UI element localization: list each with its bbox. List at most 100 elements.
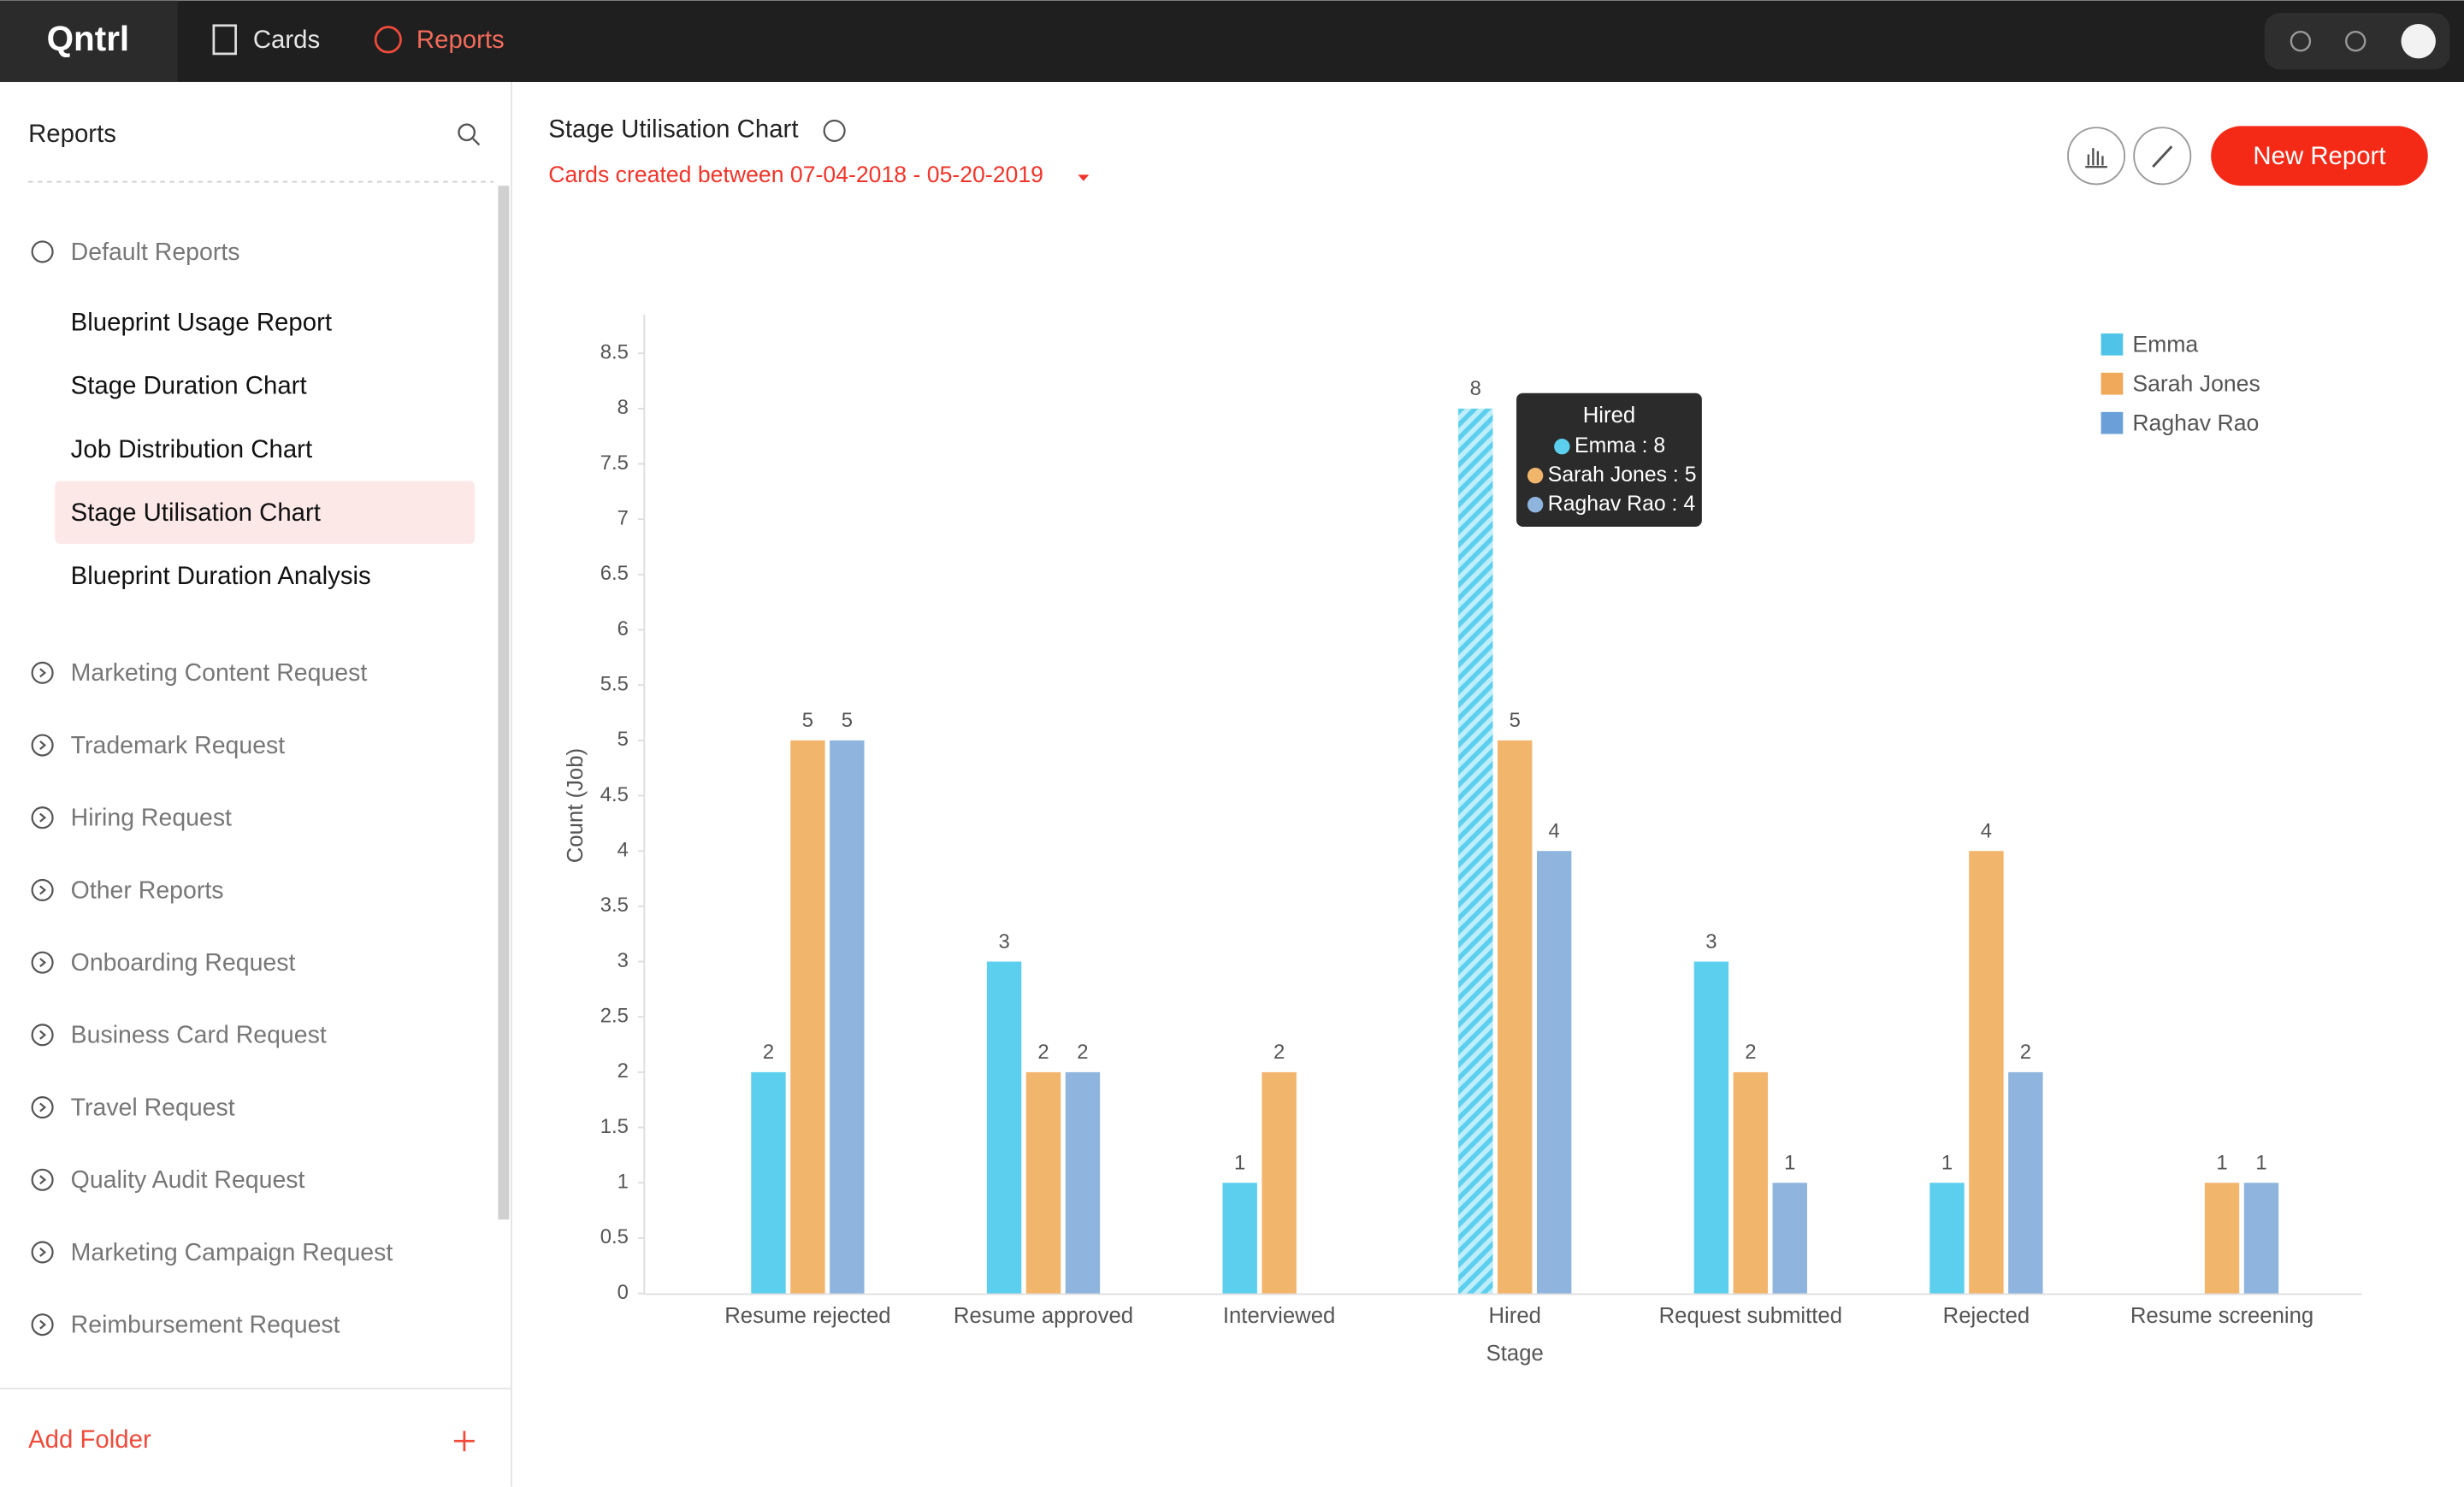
y-tick-label: 5 [617, 728, 629, 751]
bar[interactable] [1498, 740, 1533, 1294]
report-item[interactable]: Stage Duration Chart [71, 372, 307, 400]
bar[interactable] [1929, 1183, 1965, 1294]
legend-swatch[interactable] [2101, 411, 2124, 434]
folder-item[interactable]: Marketing Content Request [71, 659, 368, 687]
folder-item[interactable]: Reimbursement Request [71, 1311, 340, 1338]
filter-caret[interactable] [1078, 174, 1090, 181]
folder-chevron [39, 812, 47, 823]
report-item[interactable]: Stage Utilisation Chart [71, 499, 321, 527]
bar[interactable] [1733, 1071, 1769, 1294]
nav-reports[interactable]: Reports [417, 26, 505, 54]
folder-toggle[interactable] [31, 1168, 54, 1191]
data-label: 1 [1784, 1152, 1795, 1175]
folder-toggle[interactable] [31, 661, 54, 684]
bar[interactable] [1536, 851, 1572, 1294]
x-tick-label: Interviewed [1223, 1304, 1336, 1328]
legend-label[interactable]: Sarah Jones [2132, 371, 2260, 397]
help-icon[interactable] [823, 119, 846, 142]
search-icon[interactable] [458, 123, 476, 142]
folder-item[interactable]: Hiring Request [71, 805, 232, 832]
folder-toggle[interactable] [31, 951, 54, 974]
folder-toggle[interactable] [31, 1313, 54, 1337]
tooltip-box [1516, 392, 1702, 527]
data-label: 4 [1549, 819, 1560, 842]
data-label: 8 [1470, 377, 1481, 400]
bar[interactable] [1458, 408, 1493, 1294]
scrollbar [498, 186, 510, 1220]
folder-toggle[interactable] [31, 1095, 54, 1119]
y-tick-label: 6.5 [600, 562, 629, 585]
folder-item[interactable]: Quality Audit Request [71, 1166, 305, 1194]
folder-item[interactable]: Travel Request [71, 1094, 235, 1121]
data-label: 2 [1745, 1041, 1756, 1064]
legend-swatch[interactable] [2101, 372, 2124, 395]
folder-toggle[interactable] [31, 734, 54, 757]
bar[interactable] [830, 740, 865, 1294]
report-item[interactable]: Blueprint Duration Analysis [71, 562, 371, 590]
new-report-label[interactable]: New Report [2253, 142, 2385, 170]
bar[interactable] [1262, 1071, 1297, 1294]
chart-type-button[interactable] [2067, 127, 2126, 186]
folder-item[interactable]: Marketing Campaign Request [71, 1239, 393, 1266]
bar[interactable] [1772, 1183, 1807, 1294]
avatar[interactable] [2401, 23, 2436, 59]
bar[interactable] [2204, 1183, 2240, 1294]
tooltip-title: Hired [1583, 404, 1635, 428]
bar[interactable] [790, 740, 825, 1294]
folder-chevron [39, 1248, 47, 1257]
logo[interactable]: Qntrl [47, 19, 130, 58]
bar[interactable] [1693, 961, 1729, 1294]
bar[interactable] [1025, 1071, 1061, 1294]
legend-label[interactable]: Emma [2132, 332, 2198, 357]
y-tick-label: 1.5 [600, 1115, 629, 1138]
bar[interactable] [986, 961, 1022, 1294]
date-filter[interactable]: Cards created between 07-04-2018 - 05-20… [548, 162, 1043, 187]
folder-toggle[interactable] [31, 806, 54, 829]
top-bar [0, 0, 2464, 82]
bar[interactable] [1065, 1071, 1101, 1294]
report-list: Blueprint Usage Report Stage Duration Cha… [31, 309, 475, 1338]
folder-toggle[interactable] [31, 1241, 54, 1264]
folder-chevron [39, 885, 47, 895]
folder-chevron [39, 741, 47, 750]
folder-toggle[interactable] [31, 240, 54, 263]
data-label: 2 [1077, 1041, 1088, 1064]
folder-item[interactable]: Onboarding Request [71, 949, 296, 977]
y-tick-label: 2.5 [600, 1005, 629, 1028]
tooltip-item: Emma : 8 [1575, 434, 1665, 457]
add-icon[interactable] [454, 1431, 475, 1452]
report-item[interactable]: Job Distribution Chart [71, 435, 312, 463]
report-item[interactable]: Blueprint Usage Report [71, 309, 332, 337]
y-tick-label: 3 [617, 949, 629, 972]
y-tick-label: 8 [617, 396, 629, 419]
bar[interactable] [751, 1071, 786, 1294]
y-tick-label: 0 [617, 1281, 629, 1304]
data-label: 4 [1981, 819, 1992, 842]
folder-item[interactable]: Business Card Request [71, 1022, 327, 1049]
nav-cards[interactable]: Cards [253, 26, 320, 54]
bar[interactable] [2008, 1071, 2043, 1294]
new-report-button[interactable] [2211, 126, 2428, 186]
y-tick-label: 0.5 [600, 1225, 629, 1248]
bar[interactable] [1969, 851, 2004, 1294]
bar[interactable] [2243, 1183, 2279, 1294]
legend-label[interactable]: Raghav Rao [2132, 410, 2259, 436]
tooltip-item: Sarah Jones : 5 [1548, 463, 1697, 487]
folder-chevron [39, 1319, 47, 1330]
bar[interactable] [1222, 1183, 1257, 1294]
legend-swatch[interactable] [2101, 333, 2124, 356]
x-tick-label: Resume approved [954, 1304, 1133, 1328]
x-tick-label: Hired [1488, 1304, 1540, 1328]
data-label: 1 [1941, 1152, 1953, 1175]
settings-icon[interactable] [2345, 30, 2367, 52]
add-folder[interactable]: Add Folder [28, 1425, 151, 1454]
folder-chevron [39, 668, 47, 678]
folder-toggle[interactable] [31, 1024, 54, 1047]
default-folder[interactable]: Default Reports [71, 239, 240, 266]
folder-item[interactable]: Other Reports [71, 876, 224, 904]
folder-item[interactable]: Trademark Request [71, 732, 286, 759]
tooltip-dot [1527, 468, 1544, 484]
folder-toggle[interactable] [31, 878, 54, 901]
bell-icon[interactable] [2290, 30, 2312, 52]
